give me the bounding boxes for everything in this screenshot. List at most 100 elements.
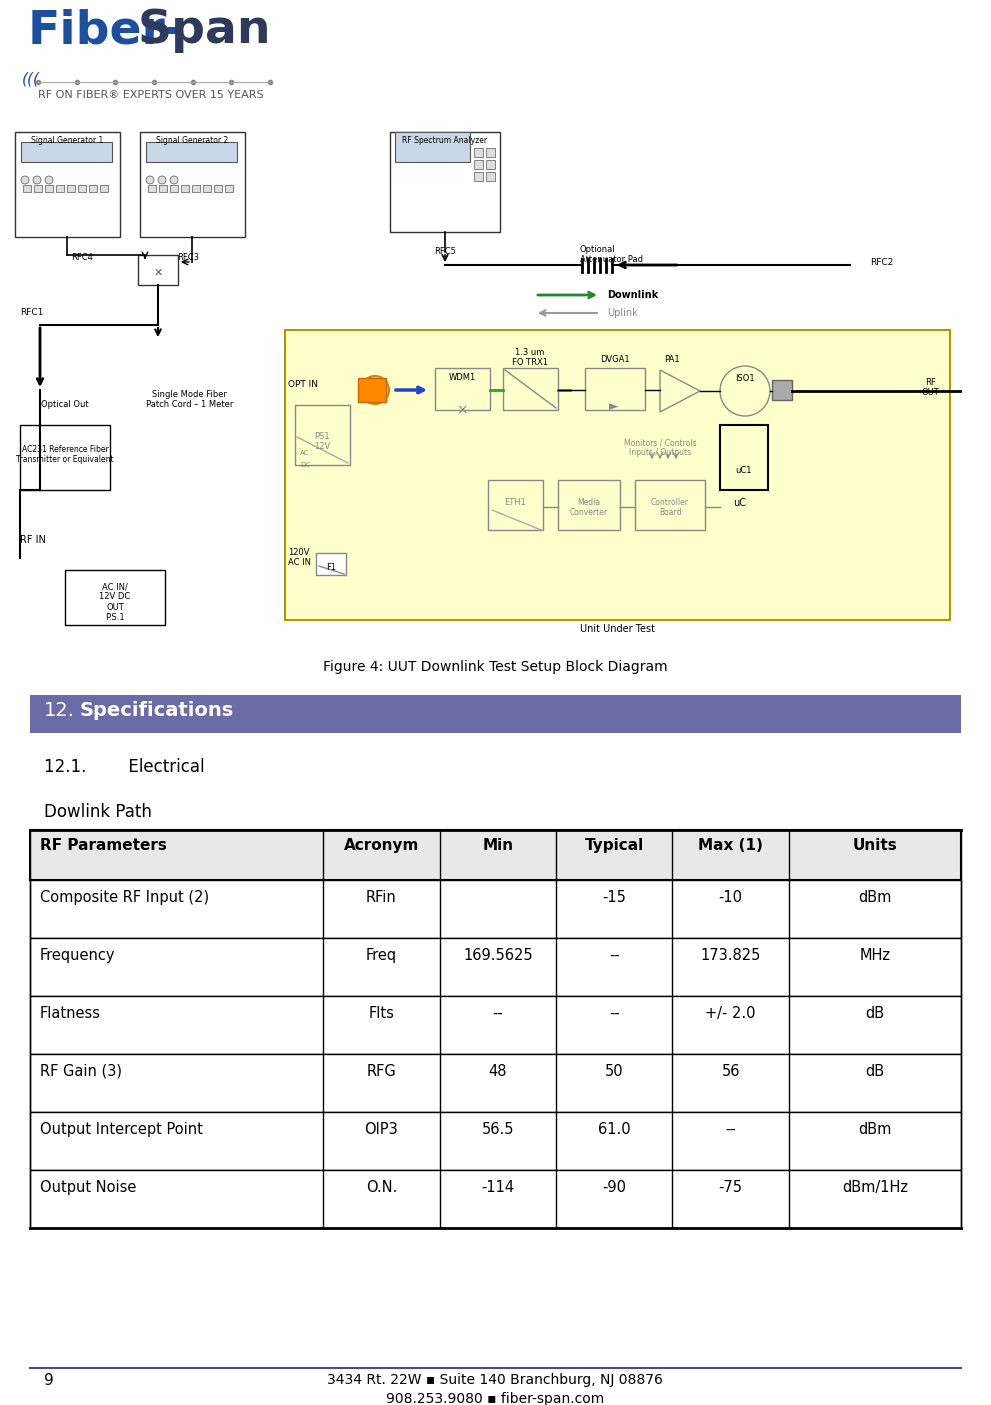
Bar <box>30 996 961 1054</box>
Text: 12.1.        Electrical: 12.1. Electrical <box>44 759 204 776</box>
Bar <box>56 185 64 192</box>
Text: 3434 Rt. 22W ▪ Suite 140 Branchburg, NJ 08876: 3434 Rt. 22W ▪ Suite 140 Branchburg, NJ … <box>327 1373 663 1387</box>
Text: -75: -75 <box>718 1180 742 1196</box>
Bar <box>30 1054 961 1111</box>
Text: Single Mode Fiber
Patch Cord – 1 Meter: Single Mode Fiber Patch Cord – 1 Meter <box>147 391 234 409</box>
Text: RFC1: RFC1 <box>20 308 44 318</box>
Text: Controller
Board: Controller Board <box>651 497 689 517</box>
Text: RFC4: RFC4 <box>71 253 93 261</box>
Text: PA1: PA1 <box>664 355 680 364</box>
Text: --: -- <box>608 948 619 962</box>
Text: ✕: ✕ <box>154 268 163 278</box>
Bar <box>214 185 222 192</box>
Text: Max (1): Max (1) <box>698 837 763 853</box>
Bar <box>720 424 768 490</box>
Bar <box>148 185 156 192</box>
Text: (((: ((( <box>22 72 40 87</box>
Text: 48: 48 <box>489 1064 507 1079</box>
Text: Output Noise: Output Noise <box>40 1180 137 1196</box>
Text: DVGA1: DVGA1 <box>601 355 630 364</box>
Text: Flatness: Flatness <box>40 1006 101 1021</box>
Text: ×: × <box>456 403 468 417</box>
Text: Typical: Typical <box>585 837 644 853</box>
Bar <box>474 171 483 181</box>
Text: Units: Units <box>852 837 897 853</box>
Text: -10: -10 <box>718 889 742 905</box>
Text: dBm: dBm <box>858 1123 892 1137</box>
Bar <box>138 254 178 285</box>
Text: OIP3: OIP3 <box>365 1123 398 1137</box>
Text: --: -- <box>493 1006 503 1021</box>
Bar <box>772 379 792 400</box>
Text: RF Spectrum Analyzer: RF Spectrum Analyzer <box>402 136 488 145</box>
Bar <box>558 481 620 530</box>
Text: RF IN: RF IN <box>20 535 46 545</box>
Text: Signal Generator 1: Signal Generator 1 <box>32 136 104 145</box>
Text: Figure 4: UUT Downlink Test Setup Block Diagram: Figure 4: UUT Downlink Test Setup Block … <box>323 660 667 674</box>
Text: AC IN/
12V DC
OUT
P.S.1: AC IN/ 12V DC OUT P.S.1 <box>99 582 131 622</box>
Bar <box>474 160 483 169</box>
Text: dBm: dBm <box>858 889 892 905</box>
Text: Fiber-: Fiber- <box>28 8 185 53</box>
Circle shape <box>720 365 770 416</box>
Circle shape <box>33 176 41 184</box>
Text: Monitors / Controls
Inputs / Outputs: Monitors / Controls Inputs / Outputs <box>623 438 697 458</box>
Text: O.N.: O.N. <box>366 1180 397 1196</box>
Text: 56.5: 56.5 <box>482 1123 514 1137</box>
Bar <box>146 142 237 162</box>
Text: OPT IN: OPT IN <box>288 379 318 389</box>
Text: PS1
12V: PS1 12V <box>314 431 330 451</box>
Text: Optical Out: Optical Out <box>42 400 89 409</box>
Text: 50: 50 <box>605 1064 623 1079</box>
Text: 908.253.9080 ▪ fiber-span.com: 908.253.9080 ▪ fiber-span.com <box>385 1392 605 1405</box>
Text: F1: F1 <box>326 563 336 572</box>
Text: RF Parameters: RF Parameters <box>40 837 166 853</box>
Text: +/- 2.0: +/- 2.0 <box>706 1006 756 1021</box>
Bar <box>65 570 165 625</box>
Text: dBm/1Hz: dBm/1Hz <box>842 1180 908 1196</box>
Bar <box>159 185 167 192</box>
Text: Frequency: Frequency <box>40 948 116 962</box>
Bar <box>15 132 120 237</box>
Bar <box>34 185 42 192</box>
Bar <box>225 185 233 192</box>
Bar <box>192 185 200 192</box>
Text: Freq: Freq <box>366 948 397 962</box>
Bar <box>23 185 31 192</box>
Text: Acronym: Acronym <box>344 837 419 853</box>
Bar <box>67 185 75 192</box>
Text: RFC3: RFC3 <box>177 253 199 261</box>
Text: uC1: uC1 <box>735 466 752 475</box>
Bar <box>181 185 189 192</box>
Text: Unit Under Test: Unit Under Test <box>580 624 655 634</box>
Text: Signal Generator 2: Signal Generator 2 <box>157 136 229 145</box>
Text: RF Gain (3): RF Gain (3) <box>40 1064 122 1079</box>
Text: --: -- <box>608 1006 619 1021</box>
Text: Media
Converter: Media Converter <box>570 497 608 517</box>
Text: WDM1: WDM1 <box>448 372 476 382</box>
Bar <box>486 171 495 181</box>
Bar <box>100 185 108 192</box>
Bar <box>78 185 86 192</box>
Text: Uplink: Uplink <box>607 308 638 318</box>
Bar <box>295 405 350 465</box>
Text: DC: DC <box>300 462 310 468</box>
Bar <box>635 481 705 530</box>
Bar <box>45 185 53 192</box>
Text: MHz: MHz <box>859 948 890 962</box>
Circle shape <box>158 176 166 184</box>
Bar <box>30 1170 961 1228</box>
Bar <box>20 424 110 490</box>
Text: dB: dB <box>865 1064 884 1079</box>
Text: 9: 9 <box>44 1373 54 1388</box>
Bar <box>30 880 961 939</box>
Bar <box>140 132 245 237</box>
Bar <box>395 132 470 162</box>
Bar <box>30 1111 961 1170</box>
Text: Dowlink Path: Dowlink Path <box>44 804 152 821</box>
Bar <box>30 830 961 880</box>
Bar <box>203 185 211 192</box>
Bar <box>390 132 500 232</box>
Text: 169.5625: 169.5625 <box>463 948 532 962</box>
Bar <box>488 481 543 530</box>
